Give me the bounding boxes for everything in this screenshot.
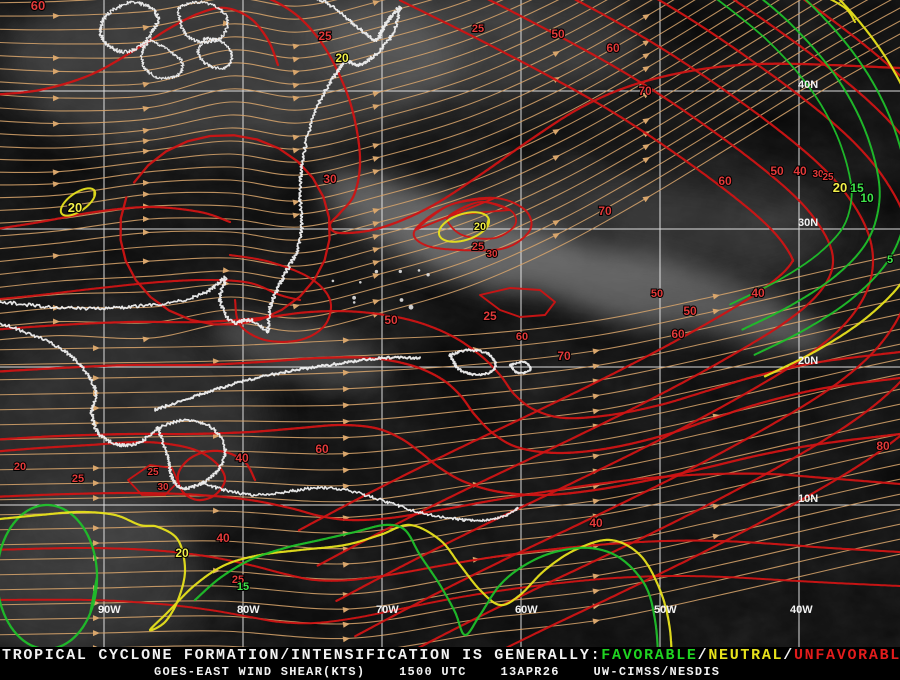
svg-text:60W: 60W	[515, 604, 538, 616]
svg-text:50W: 50W	[654, 604, 677, 616]
svg-text:90W: 90W	[98, 604, 121, 616]
svg-text:10N: 10N	[798, 493, 818, 505]
svg-text:30N: 30N	[798, 217, 818, 229]
svg-text:40N: 40N	[798, 79, 818, 91]
svg-text:40W: 40W	[790, 604, 813, 616]
svg-text:70W: 70W	[376, 604, 399, 616]
svg-text:80W: 80W	[237, 604, 260, 616]
svg-text:20N: 20N	[798, 355, 818, 367]
